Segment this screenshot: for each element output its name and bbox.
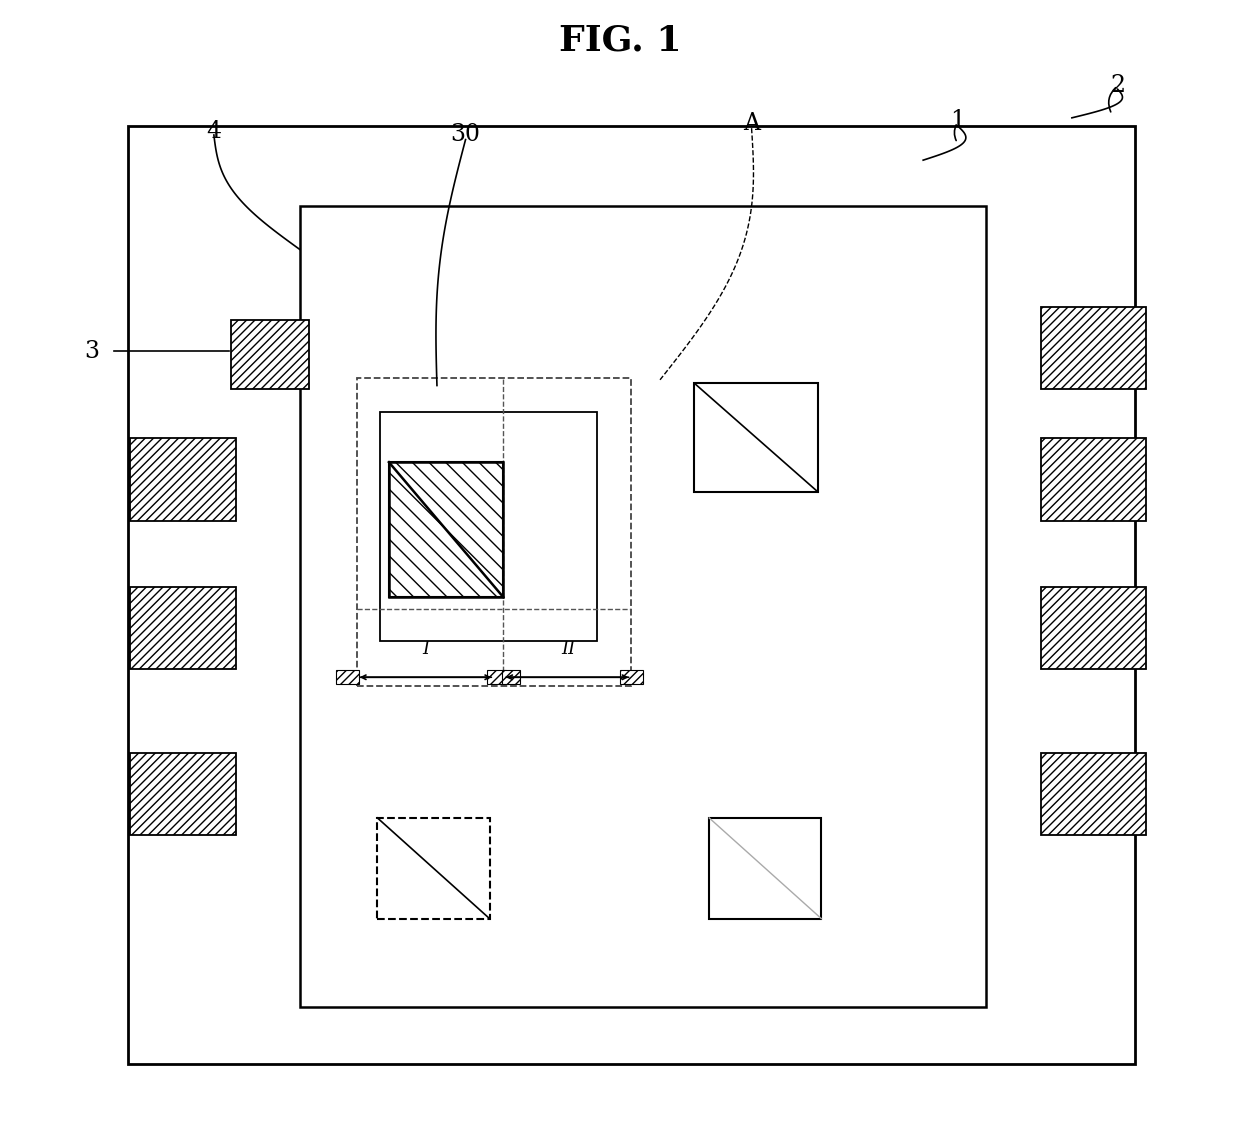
Text: 4: 4: [206, 120, 222, 143]
Text: 3: 3: [84, 340, 99, 363]
Bar: [379, 412, 598, 641]
Bar: [709, 818, 821, 919]
Text: 30: 30: [450, 124, 481, 146]
Bar: [357, 378, 631, 686]
Bar: [487, 670, 506, 684]
Bar: [377, 818, 490, 919]
Text: II: II: [562, 639, 575, 658]
Text: FIG. 1: FIG. 1: [559, 23, 681, 57]
Bar: [1042, 587, 1146, 669]
Bar: [300, 206, 986, 1007]
Bar: [1042, 307, 1146, 389]
Bar: [502, 670, 521, 684]
Bar: [128, 126, 1135, 1064]
Bar: [389, 462, 503, 597]
Text: 2: 2: [1110, 74, 1125, 97]
Bar: [231, 320, 309, 389]
Bar: [130, 753, 236, 835]
Bar: [336, 670, 360, 684]
Bar: [389, 462, 503, 597]
Bar: [694, 383, 818, 492]
Text: A: A: [743, 112, 760, 135]
Bar: [130, 587, 236, 669]
Bar: [130, 438, 236, 521]
Bar: [1042, 438, 1146, 521]
Text: 1: 1: [950, 109, 965, 132]
Bar: [620, 670, 642, 684]
Text: I: I: [422, 639, 429, 658]
Bar: [1042, 753, 1146, 835]
